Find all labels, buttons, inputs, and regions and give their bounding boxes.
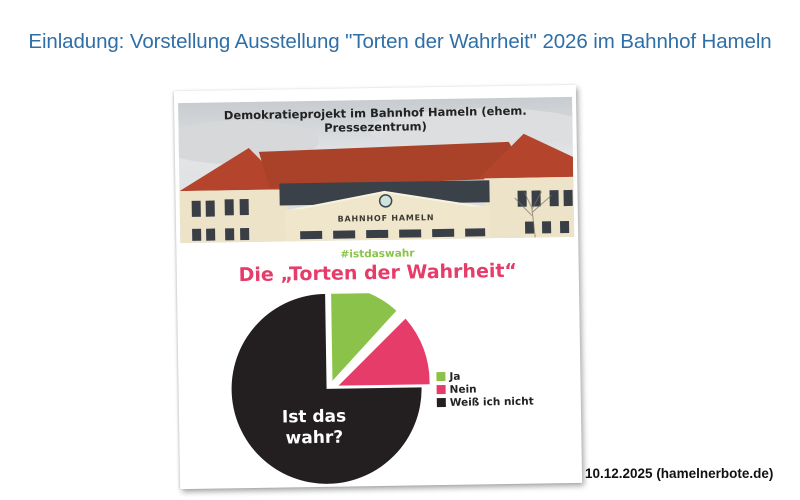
- source-date-caption: 10.12.2025 (hamelnerbote.de): [585, 466, 774, 481]
- pie-center-label: Ist das wahr?: [281, 406, 347, 449]
- legend-item-weiss-ich-nicht: Weiß ich nicht: [436, 395, 534, 410]
- chart-legend: Ja Nein Weiß ich nicht: [436, 369, 534, 410]
- exhibition-poster: BAHNHOF HAMELN Demokratieprojekt im Bahn…: [173, 84, 583, 490]
- pie-slice-weiss-ich-nicht: [231, 293, 422, 484]
- building-photo: BAHNHOF HAMELN Demokratieprojekt im Bahn…: [178, 96, 575, 244]
- legend-swatch-green-icon: [436, 371, 446, 382]
- poster-title: Die „Torten der Wahrheit“: [238, 259, 518, 287]
- pie-slice-nein: [338, 318, 430, 386]
- building-sign: BAHNHOF HAMELN: [337, 213, 434, 224]
- pie-slice-ja: [330, 292, 397, 381]
- page-headline: Einladung: Vorstellung Ausstellung "Tort…: [28, 30, 772, 53]
- legend-swatch-pink-icon: [436, 384, 446, 395]
- legend-swatch-black-icon: [436, 397, 446, 408]
- pie-chart: [231, 292, 430, 484]
- station-building-illustration: BAHNHOF HAMELN: [178, 108, 575, 244]
